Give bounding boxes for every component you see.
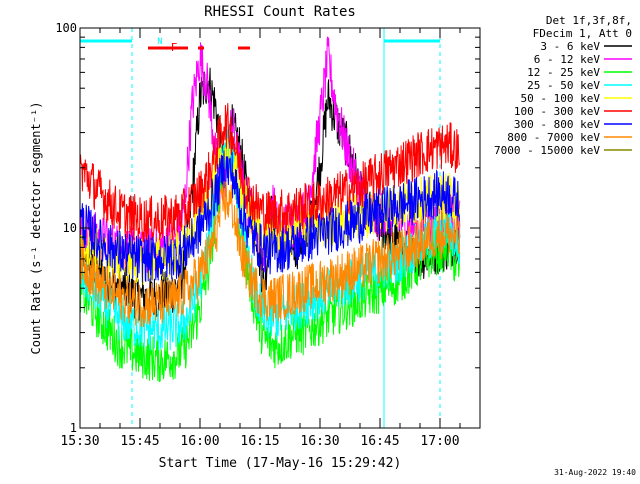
legend-label-7: 800 - 7000 keV: [507, 131, 600, 144]
x-tick-label-4: 16:30: [300, 434, 339, 449]
legend-label-2: 12 - 25 keV: [527, 66, 600, 79]
x-tick-label-2: 16:00: [180, 434, 219, 449]
series-line-6: [79, 150, 461, 283]
x-tick-label-0: 15:30: [60, 434, 99, 449]
legend-label-3: 25 - 50 keV: [527, 79, 600, 92]
chart-title: RHESSI Count Rates: [204, 4, 356, 20]
y-tick-label-2: 100: [55, 21, 77, 35]
legend-label-1: 6 - 12 keV: [534, 53, 601, 66]
series-line-5: [79, 103, 461, 243]
annotation-n: N: [157, 37, 162, 47]
legend-label-5: 100 - 300 keV: [514, 105, 600, 118]
y-tick-label-0: 1: [70, 421, 77, 435]
x-axis-label: Start Time (17-May-16 15:29:42): [159, 456, 402, 471]
x-axis: 15:30 15:45 16:00 16:15 16:30 16:45 17:00: [60, 28, 481, 449]
x-tick-label-1: 15:45: [120, 434, 159, 449]
y-axis-label: Count Rate (s⁻¹ detector segment⁻¹): [29, 102, 43, 355]
timestamp-label: 31-Aug-2022 19:40: [554, 468, 636, 477]
series-line-7: [79, 181, 461, 328]
legend-header-1: Det 1f,3f,8f,: [546, 14, 632, 27]
series-line-2: [79, 130, 461, 383]
legend-header-2: FDecim 1, Att 0: [533, 27, 632, 40]
legend-label-6: 300 - 800 keV: [514, 118, 600, 131]
legend-label-0: 3 - 6 keV: [540, 40, 600, 53]
x-tick-label-3: 16:15: [240, 434, 279, 449]
x-tick-label-6: 17:00: [420, 434, 459, 449]
series-layer: [79, 36, 461, 383]
annotation-f: F: [171, 41, 178, 54]
legend-label-8: 7000 - 15000 keV: [494, 144, 600, 157]
legend-label-4: 50 - 100 keV: [521, 92, 601, 105]
y-tick-label-1: 10: [63, 221, 77, 235]
y-axis: 1 10 100: [55, 21, 480, 435]
x-tick-label-5: 16:45: [360, 434, 399, 449]
